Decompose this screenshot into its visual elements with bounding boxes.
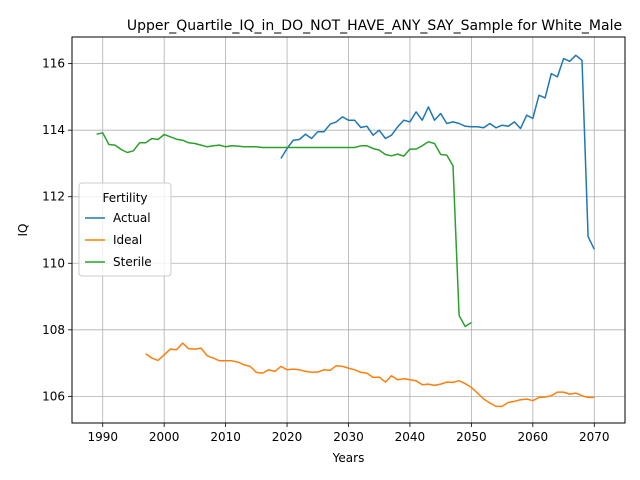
y-tick-label: 106 <box>42 389 65 403</box>
y-tick-label: 116 <box>42 57 65 71</box>
x-tick-label: 2050 <box>456 430 487 444</box>
x-axis-label: Years <box>332 451 365 465</box>
legend-label: Ideal <box>113 233 142 247</box>
x-tick-label: 2070 <box>579 430 610 444</box>
series-ideal <box>146 343 595 406</box>
x-tick-label: 2030 <box>333 430 364 444</box>
y-tick-label: 110 <box>42 256 65 270</box>
x-tick-label: 2060 <box>518 430 549 444</box>
legend-title: Fertility <box>102 191 147 205</box>
legend-label: Sterile <box>113 255 152 269</box>
y-tick-label: 114 <box>42 123 65 137</box>
x-tick-label: 2000 <box>149 430 180 444</box>
y-tick-label: 108 <box>42 323 65 337</box>
x-tick-label: 2040 <box>395 430 426 444</box>
legend: Fertility Actual Ideal Sterile <box>79 183 171 276</box>
legend-label: Actual <box>113 211 151 225</box>
series-line-ideal <box>146 343 595 406</box>
y-tick-label: 112 <box>42 190 65 204</box>
x-tick-label: 2020 <box>272 430 303 444</box>
x-axis-ticks: 1990 2000 2010 2020 2030 2040 2050 2060 2070 <box>87 423 609 444</box>
y-axis-ticks: 106 108 110 112 114 116 <box>42 57 72 404</box>
series-line-actual <box>281 55 594 249</box>
y-axis-label: IQ <box>16 224 30 237</box>
x-tick-label: 1990 <box>87 430 118 444</box>
chart-title: Upper_Quartile_IQ_in_DO_NOT_HAVE_ANY_SAY… <box>127 18 622 34</box>
series-actual <box>281 55 594 249</box>
x-tick-label: 2010 <box>210 430 241 444</box>
